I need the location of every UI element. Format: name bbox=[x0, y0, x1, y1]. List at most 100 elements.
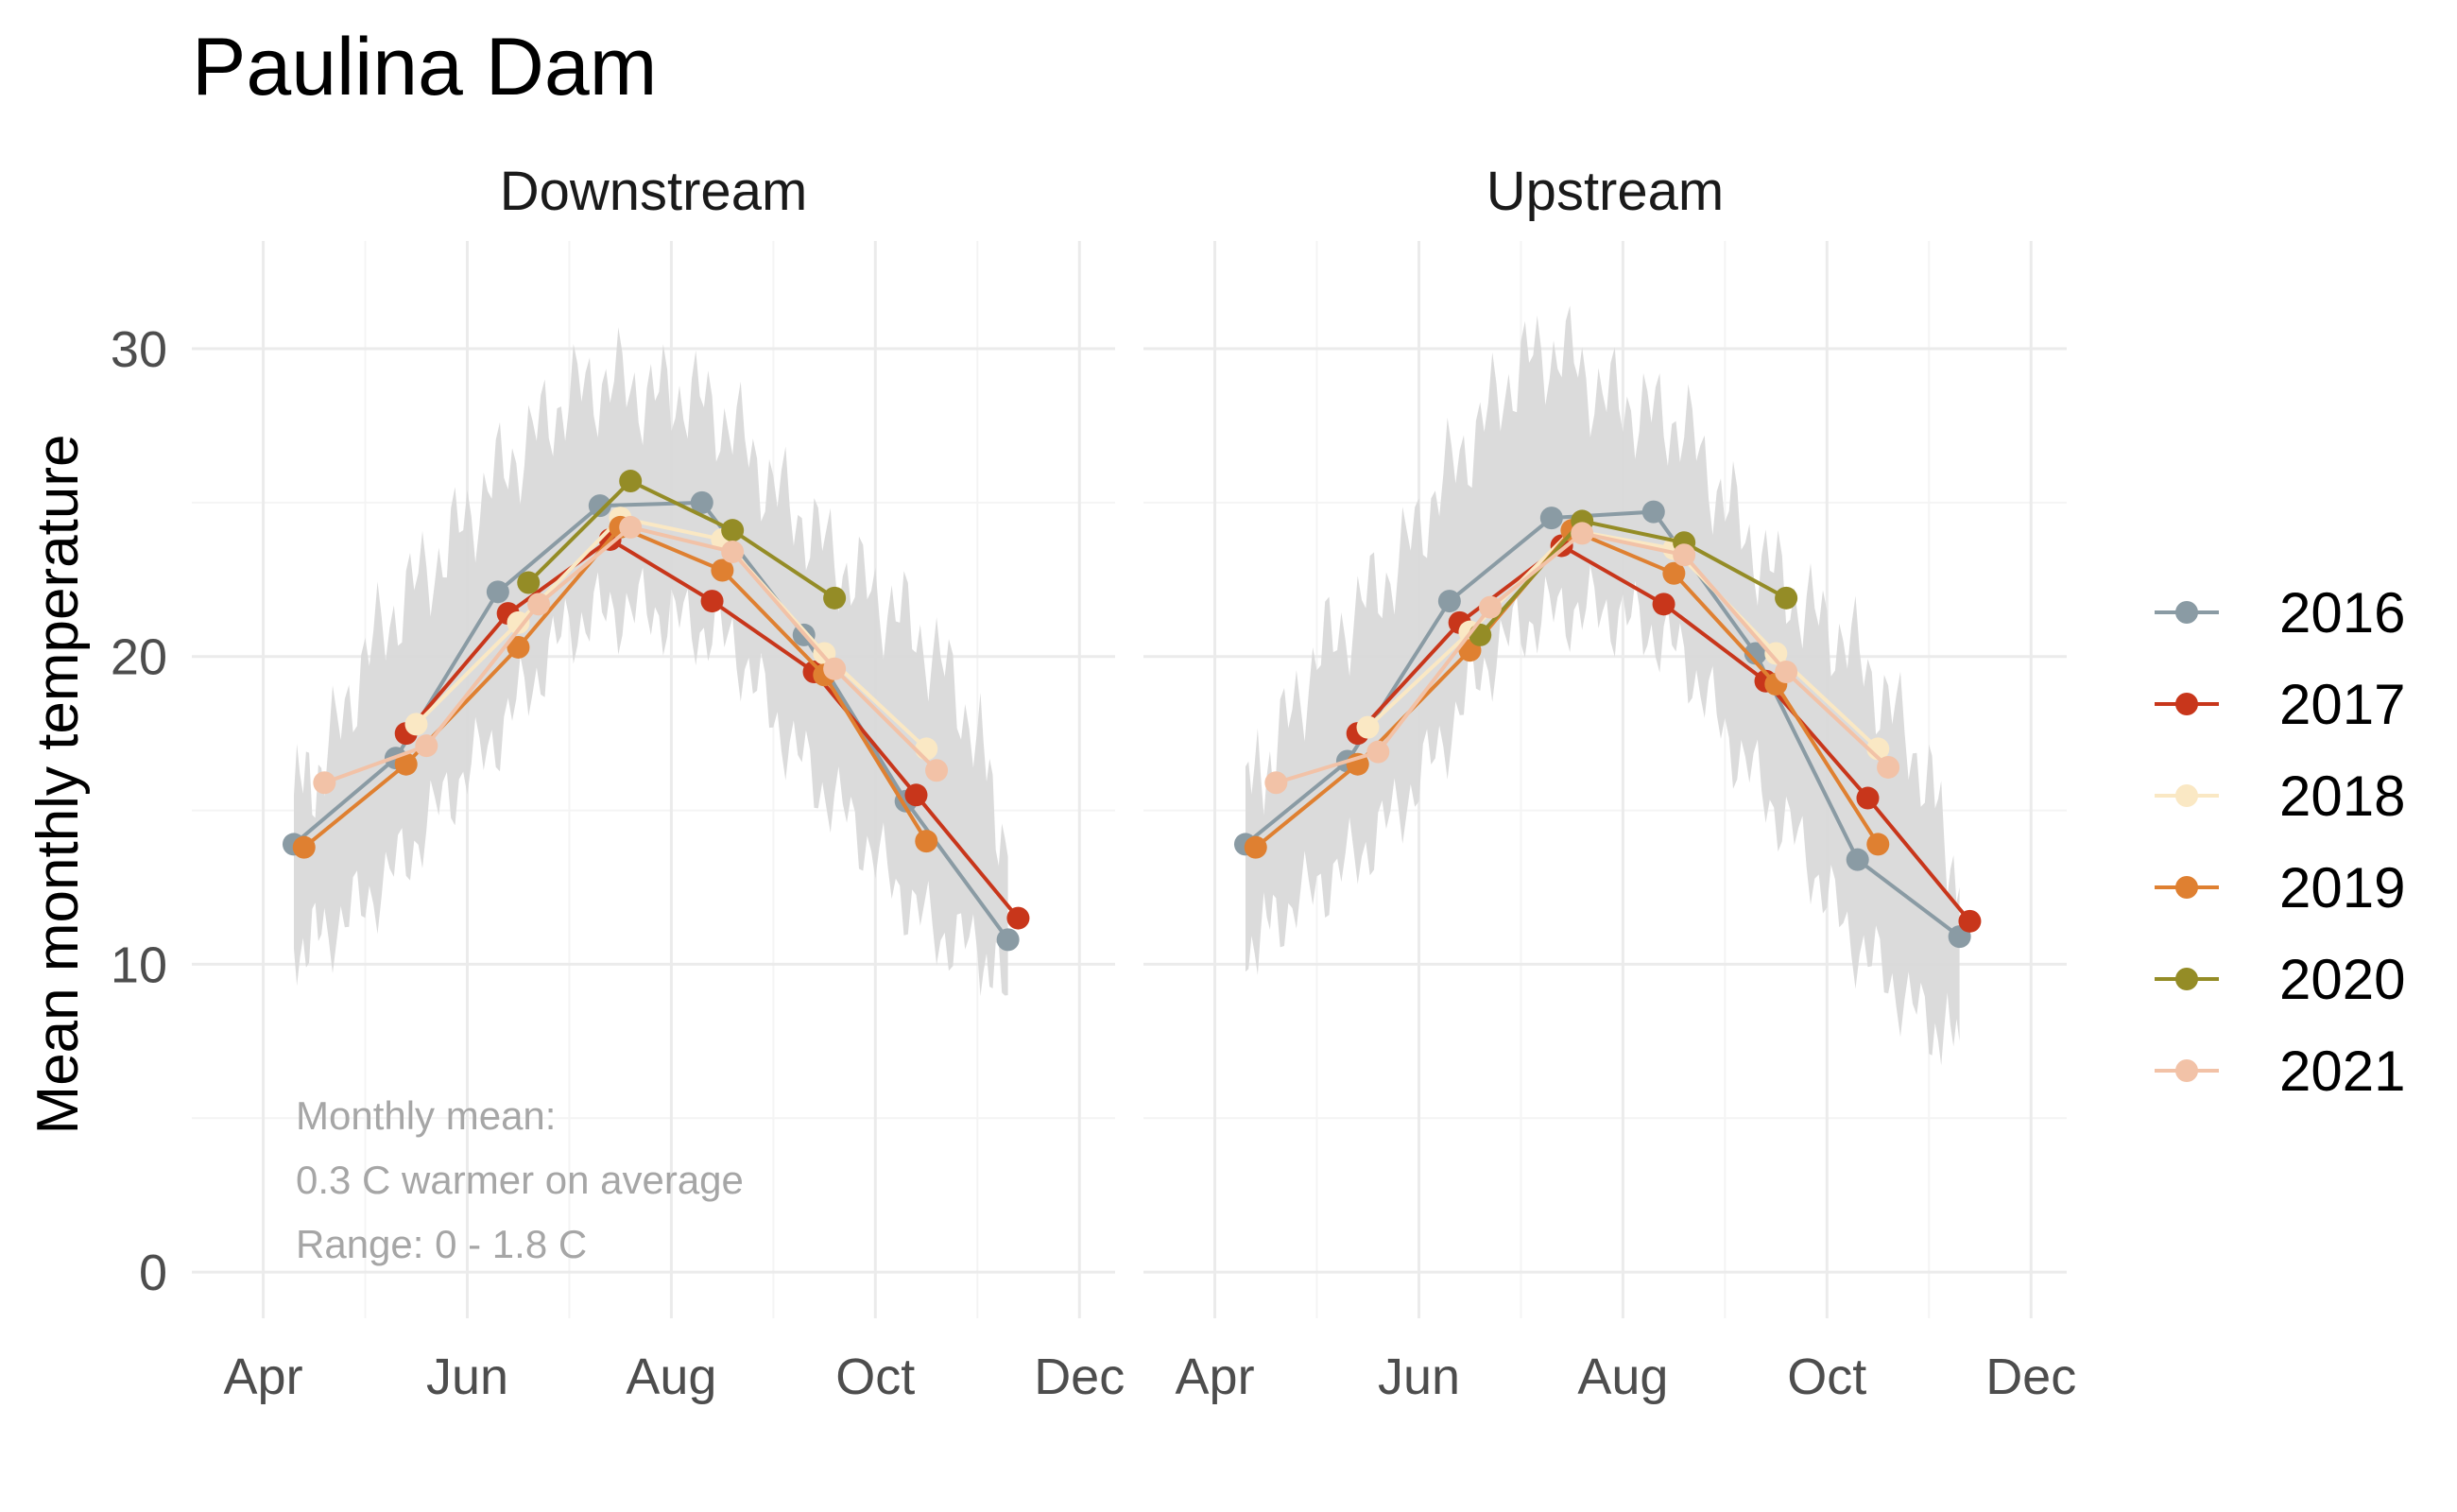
x-tick-label: Jun bbox=[426, 1349, 508, 1405]
data-point-2019 bbox=[915, 830, 938, 853]
data-point-2019 bbox=[1662, 561, 1686, 585]
x-tick-label: Dec bbox=[1985, 1349, 2076, 1405]
data-point-2017 bbox=[1856, 786, 1880, 810]
data-point-2019 bbox=[292, 835, 316, 859]
legend-marker bbox=[2175, 876, 2198, 899]
temperature-range-ribbon bbox=[1246, 305, 1960, 1066]
data-point-2020 bbox=[619, 470, 643, 493]
data-point-2020 bbox=[823, 586, 847, 610]
data-point-2021 bbox=[619, 515, 643, 539]
data-point-2018 bbox=[915, 737, 938, 761]
legend-label: 2016 bbox=[2279, 581, 2405, 644]
data-point-2021 bbox=[1673, 543, 1696, 567]
y-tick-label: 10 bbox=[111, 936, 167, 993]
x-tick-label: Jun bbox=[1378, 1349, 1460, 1405]
data-point-2018 bbox=[507, 610, 530, 634]
legend-label: 2018 bbox=[2279, 765, 2405, 828]
data-point-2016 bbox=[1846, 848, 1869, 871]
data-point-2020 bbox=[721, 519, 745, 542]
annotation-line: 0.3 C warmer on average bbox=[296, 1158, 744, 1202]
data-point-2021 bbox=[925, 759, 949, 782]
x-tick-label: Aug bbox=[626, 1349, 716, 1405]
annotation-line: Monthly mean: bbox=[296, 1093, 556, 1138]
data-point-2020 bbox=[1469, 623, 1492, 646]
data-point-2019 bbox=[1244, 835, 1267, 859]
data-point-2016 bbox=[1539, 507, 1563, 530]
data-point-2018 bbox=[404, 713, 428, 736]
data-point-2017 bbox=[1006, 906, 1030, 930]
data-point-2019 bbox=[394, 752, 418, 776]
x-tick-label: Oct bbox=[835, 1349, 915, 1405]
legend-label: 2019 bbox=[2279, 856, 2405, 919]
data-point-2021 bbox=[1264, 771, 1288, 795]
data-point-2017 bbox=[700, 590, 724, 613]
data-point-2017 bbox=[1958, 909, 1982, 933]
legend-label: 2017 bbox=[2279, 673, 2405, 736]
data-point-2020 bbox=[1775, 586, 1798, 610]
data-point-2021 bbox=[313, 771, 336, 795]
data-point-2018 bbox=[1356, 715, 1380, 739]
data-point-2021 bbox=[1877, 755, 1900, 779]
data-point-2017 bbox=[1652, 593, 1675, 616]
data-point-2021 bbox=[415, 734, 438, 758]
legend-item-2019: 2019 bbox=[2155, 856, 2405, 919]
legend-item-2020: 2020 bbox=[2155, 948, 2405, 1011]
x-tick-label: Apr bbox=[1176, 1349, 1255, 1405]
series-2020 bbox=[517, 470, 847, 610]
x-tick-label: Oct bbox=[1787, 1349, 1866, 1405]
panel-downstream: Downstream 0 10 20 30 Apr Jun Aug Oct Dec Monthly … bbox=[111, 161, 1125, 1405]
legend-marker bbox=[2175, 693, 2198, 715]
data-point-2016 bbox=[486, 580, 509, 604]
panel-upstream: Upstream Apr Jun Aug Oct Dec bbox=[1143, 161, 2076, 1405]
data-point-2016 bbox=[1437, 590, 1461, 613]
y-axis-label: Mean monthly temperature bbox=[26, 435, 91, 1135]
data-point-2021 bbox=[721, 540, 745, 563]
data-point-2021 bbox=[1775, 661, 1798, 683]
data-point-2019 bbox=[507, 635, 530, 659]
data-point-2018 bbox=[1764, 642, 1788, 665]
data-point-2016 bbox=[690, 490, 713, 514]
data-point-2021 bbox=[823, 657, 847, 680]
annotation: Monthly mean: 0.3 C warmer on average Rang… bbox=[296, 1093, 744, 1266]
panels: Downstream 0 10 20 30 Apr Jun Aug Oct Dec Monthly … bbox=[111, 161, 2076, 1405]
data-point-2016 bbox=[1641, 500, 1665, 524]
legend-item-2018: 2018 bbox=[2155, 765, 2405, 828]
annotation-line: Range: 0 - 1.8 C bbox=[296, 1222, 587, 1266]
panel-strip-label: Upstream bbox=[1486, 161, 1724, 222]
legend-label: 2020 bbox=[2279, 948, 2405, 1011]
legend-marker bbox=[2175, 784, 2198, 807]
x-tick-label: Dec bbox=[1034, 1349, 1125, 1405]
data-point-2021 bbox=[527, 593, 551, 616]
x-tick-label: Aug bbox=[1577, 1349, 1668, 1405]
series-2021 bbox=[1264, 522, 1900, 795]
data-point-2019 bbox=[1866, 833, 1890, 856]
y-tick-label: 30 bbox=[111, 321, 167, 378]
series-line-2020 bbox=[1478, 519, 1788, 637]
data-point-2017 bbox=[904, 783, 928, 807]
data-point-2020 bbox=[517, 571, 541, 594]
data-point-2021 bbox=[1479, 595, 1503, 619]
temperature-range-ribbon bbox=[294, 327, 1008, 997]
legend-label: 2021 bbox=[2279, 1040, 2405, 1103]
legend-item-2017: 2017 bbox=[2155, 673, 2405, 736]
legend-item-2021: 2021 bbox=[2155, 1040, 2405, 1103]
panel-strip-label: Downstream bbox=[500, 161, 808, 222]
data-point-2016 bbox=[588, 494, 611, 518]
data-point-2021 bbox=[1571, 522, 1594, 545]
data-point-2021 bbox=[1366, 740, 1390, 764]
legend-item-2016: 2016 bbox=[2155, 581, 2405, 644]
y-tick-label: 20 bbox=[111, 629, 167, 686]
y-tick-label: 0 bbox=[139, 1245, 167, 1301]
legend-marker bbox=[2175, 968, 2198, 990]
x-tick-label: Apr bbox=[224, 1349, 303, 1405]
chart-title: Paulina Dam bbox=[192, 22, 657, 112]
data-point-2016 bbox=[996, 928, 1020, 952]
series-2021 bbox=[313, 515, 949, 795]
legend-marker bbox=[2175, 601, 2198, 624]
data-point-2016 bbox=[1744, 642, 1767, 665]
series-line-2020 bbox=[526, 478, 836, 600]
data-point-2019 bbox=[711, 558, 734, 582]
legend: 2016 2017 2018 2019 2020 2021 bbox=[2155, 581, 2405, 1103]
